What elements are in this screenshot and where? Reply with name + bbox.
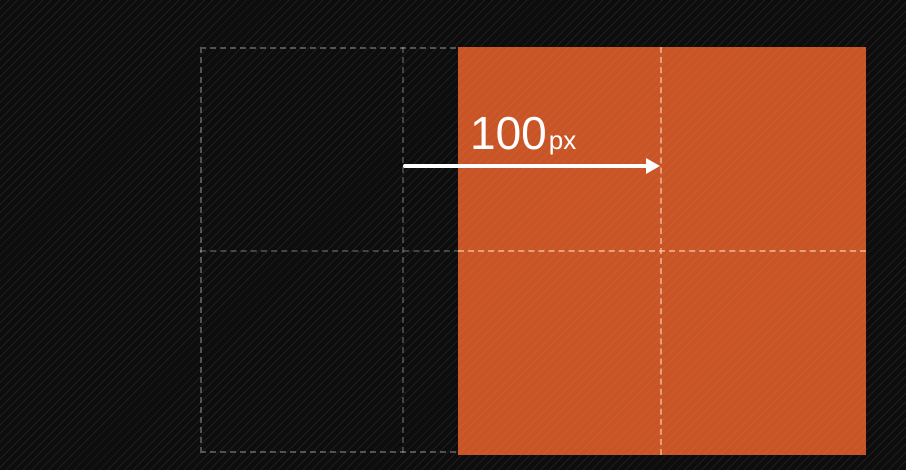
original-center-horizontal-guide	[200, 250, 460, 252]
offset-unit: px	[548, 125, 577, 155]
translated-center-horizontal-guide	[458, 250, 866, 252]
offset-label: 100px	[470, 108, 576, 165]
original-center-vertical-guide	[402, 47, 404, 453]
offset-value: 100	[470, 107, 547, 159]
